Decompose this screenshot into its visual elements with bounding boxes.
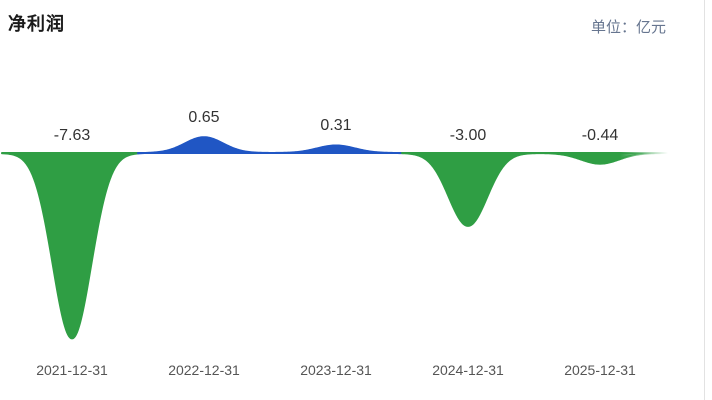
series-segment-negative bbox=[401, 152, 669, 227]
page-title: 净利润 bbox=[8, 14, 65, 34]
series-segment-negative bbox=[1, 152, 139, 340]
value-label: 0.31 bbox=[320, 117, 352, 135]
x-axis-label: 2022-12-31 bbox=[168, 362, 240, 378]
value-label: -7.63 bbox=[53, 127, 91, 144]
value-label: -3.00 bbox=[449, 127, 487, 144]
panel-divider bbox=[704, 0, 705, 400]
x-axis-label: 2023-12-31 bbox=[300, 362, 372, 378]
value-label: -0.44 bbox=[581, 127, 619, 144]
unit-label: 单位：亿元 bbox=[590, 19, 666, 36]
x-axis-label: 2024-12-31 bbox=[432, 362, 504, 378]
x-axis-label: 2025-12-31 bbox=[564, 362, 636, 378]
series-segment-positive bbox=[137, 136, 403, 155]
x-axis-label: 2021-12-31 bbox=[36, 362, 108, 378]
value-label: 0.65 bbox=[188, 109, 220, 127]
